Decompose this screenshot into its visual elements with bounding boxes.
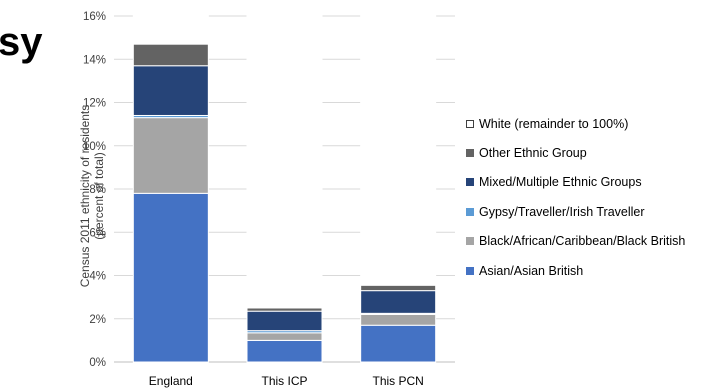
bar-segment-asian-asian-british xyxy=(360,324,437,363)
legend-item: Asian/Asian British xyxy=(466,256,685,285)
legend-swatch xyxy=(466,149,474,158)
x-tick-label: England xyxy=(149,374,193,388)
legend-label: Black/African/Caribbean/Black British xyxy=(479,234,686,249)
bar-segment-asian-asian-british xyxy=(132,192,209,363)
y-tick-label: 6% xyxy=(89,227,106,239)
y-tick-label: 8% xyxy=(89,184,106,196)
legend-swatch xyxy=(466,266,474,275)
bar-segment-white-remainder-to-100- xyxy=(246,15,323,309)
y-tick-label: 4% xyxy=(89,271,106,283)
legend-item: Black/African/Caribbean/Black British xyxy=(466,227,685,256)
y-tick-label: 10% xyxy=(83,141,106,153)
legend-swatch xyxy=(466,178,474,187)
legend-item: Gypsy/Traveller/Irish Traveller xyxy=(466,197,685,226)
y-tick-label: 0% xyxy=(89,357,106,369)
legend-item: Other Ethnic Group xyxy=(466,138,685,167)
bar-segment-mixed-multiple-ethnic-groups xyxy=(132,65,209,116)
legend-label: Other Ethnic Group xyxy=(479,146,587,161)
y-axis-label-line-2: (percent of total) xyxy=(92,152,106,240)
x-tick-label: This ICP xyxy=(261,374,307,388)
bar-segment-mixed-multiple-ethnic-groups xyxy=(360,290,437,314)
bar-segment-black-african-caribbean-black-british xyxy=(360,313,437,326)
y-tick-label: 2% xyxy=(89,314,106,326)
bar-segment-mixed-multiple-ethnic-groups xyxy=(246,310,323,332)
bar-segment-other-ethnic-group xyxy=(360,284,437,292)
y-tick-label: 12% xyxy=(83,98,106,110)
legend-swatch xyxy=(466,237,474,246)
legend-label: White (remainder to 100%) xyxy=(479,116,629,131)
y-axis-label: Census 2011 ethnicity of residents (perc… xyxy=(78,76,106,316)
y-tick-label: 14% xyxy=(83,54,106,66)
bar-segment-black-african-caribbean-black-british xyxy=(132,117,209,194)
clipped-slide-title: sy xyxy=(0,20,43,64)
legend-label: Mixed/Multiple Ethnic Groups xyxy=(479,175,642,190)
legend-item: Mixed/Multiple Ethnic Groups xyxy=(466,168,685,197)
bar-segment-white-remainder-to-100- xyxy=(360,15,437,286)
bar-segment-asian-asian-british xyxy=(246,339,323,363)
legend-label: Asian/Asian British xyxy=(479,263,584,278)
chart-legend: White (remainder to 100%) Other Ethnic Gr… xyxy=(466,109,685,285)
bar-segment-white-remainder-to-100- xyxy=(132,15,209,45)
legend-swatch xyxy=(466,119,474,128)
legend-label: Gypsy/Traveller/Irish Traveller xyxy=(479,204,645,219)
x-tick-label: This PCN xyxy=(372,374,423,388)
bar-segment-black-african-caribbean-black-british xyxy=(246,332,323,341)
y-axis-label-line-1: Census 2011 ethnicity of residents xyxy=(78,104,92,288)
y-tick-label: 16% xyxy=(83,11,106,23)
bar-segment-other-ethnic-group xyxy=(132,43,209,67)
legend-swatch xyxy=(466,207,474,216)
legend-item: White (remainder to 100%) xyxy=(466,109,685,138)
